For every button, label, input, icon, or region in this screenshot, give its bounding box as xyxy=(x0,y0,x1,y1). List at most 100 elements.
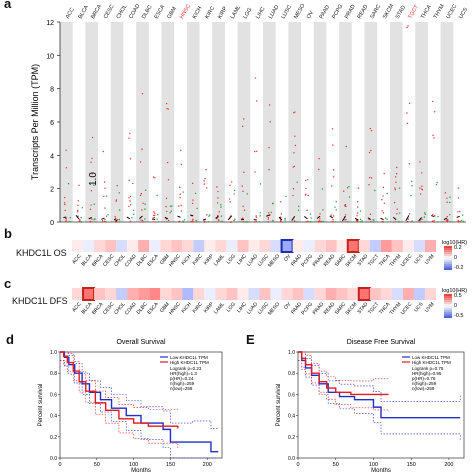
tumor-point xyxy=(64,203,66,206)
y-tick-label: 10 xyxy=(46,53,54,60)
tumor-point xyxy=(90,190,93,192)
heat-col-label: UCEC xyxy=(400,253,414,268)
tumor-point xyxy=(217,214,219,217)
tumor-point xyxy=(242,190,244,193)
tumor-point xyxy=(396,208,398,211)
tumor-point xyxy=(142,202,144,204)
tumor-point xyxy=(357,187,360,189)
heat-cell xyxy=(369,288,381,300)
cancer-label: UCS xyxy=(458,7,469,20)
tumor-point xyxy=(78,184,80,187)
heat-cell xyxy=(237,288,249,300)
median-bar xyxy=(304,216,308,220)
tumor-point xyxy=(178,220,180,223)
tumor-point xyxy=(408,102,411,105)
heat-cell xyxy=(325,240,337,252)
heat-cell xyxy=(336,288,348,300)
tumor-point xyxy=(153,214,155,217)
tumor-point xyxy=(191,202,194,205)
normal-point xyxy=(423,212,426,214)
heat-col-label: COAD xyxy=(124,301,138,316)
tumor-point xyxy=(166,161,169,164)
normal-point xyxy=(284,221,286,223)
stripe-band xyxy=(263,22,276,222)
heat-col-label: UCEC xyxy=(400,301,414,316)
tumor-point xyxy=(77,211,79,213)
heat-cell xyxy=(346,239,360,253)
tumor-point xyxy=(332,169,335,171)
median-bar xyxy=(190,214,194,217)
tumor-point xyxy=(305,179,307,182)
heat-col-label: COAD xyxy=(124,253,138,268)
cancer-label: THCA xyxy=(420,4,433,20)
heat-cell xyxy=(248,240,260,252)
tumor-point xyxy=(407,25,409,27)
median-bar xyxy=(164,216,169,220)
normal-point xyxy=(132,182,134,185)
tumor-point xyxy=(217,190,219,193)
legend-swatch xyxy=(444,262,452,264)
legend-swatch xyxy=(444,268,452,270)
tumor-point xyxy=(77,204,79,206)
normal-point xyxy=(195,219,197,222)
tumor-point xyxy=(203,221,206,223)
legend-swatch xyxy=(444,308,452,310)
normal-point xyxy=(93,184,95,186)
heat-cell xyxy=(357,287,371,301)
normal-point xyxy=(194,192,197,195)
heat-cell xyxy=(248,288,260,300)
tumor-point xyxy=(218,211,220,213)
tumor-point xyxy=(382,186,385,189)
median-bar xyxy=(354,217,359,221)
legend-swatch xyxy=(444,260,452,262)
legend-label: Low KHDC1L TPM xyxy=(170,355,208,360)
normal-point xyxy=(245,221,247,223)
normal-point xyxy=(450,221,452,223)
normal-point xyxy=(372,221,375,223)
tumor-point xyxy=(280,213,283,215)
tumor-point xyxy=(447,220,449,222)
heat-cell xyxy=(270,240,282,252)
heat-cell xyxy=(303,288,315,300)
tumor-point xyxy=(91,157,93,160)
heat-col-label: KIRC xyxy=(192,301,205,314)
cancer-label: BLCA xyxy=(78,4,91,20)
tumor-point xyxy=(178,186,181,189)
median-bar xyxy=(380,217,384,221)
y-tick-label: 8 xyxy=(50,87,54,94)
tumor-point xyxy=(91,173,93,175)
normal-point xyxy=(156,194,158,197)
stat-text: HR(high)=0.95 xyxy=(412,371,442,376)
tumor-point xyxy=(129,220,132,223)
normal-point xyxy=(259,183,262,185)
tumor-point xyxy=(432,100,434,103)
tumor-point xyxy=(331,185,333,187)
cancer-label: HNSC xyxy=(179,3,192,20)
legend-swatch xyxy=(444,252,452,254)
y-tick-label: 0 xyxy=(50,220,54,227)
legend-swatch xyxy=(444,312,452,314)
legend-swatch xyxy=(444,250,452,252)
tumor-point xyxy=(191,220,194,222)
normal-point xyxy=(220,215,223,217)
normal-point xyxy=(169,211,171,214)
x-axis-label: Months xyxy=(131,468,151,474)
normal-point xyxy=(144,208,146,210)
normal-point xyxy=(334,221,337,223)
stripe-band xyxy=(415,22,428,222)
tumor-point xyxy=(382,195,384,197)
stripe-band xyxy=(212,22,225,222)
median-bar xyxy=(278,216,283,221)
cancer-label: OV xyxy=(306,10,315,20)
tumor-point xyxy=(318,221,321,223)
tumor-point xyxy=(141,148,143,150)
tumor-point xyxy=(179,193,181,195)
normal-point xyxy=(398,187,401,189)
heat-cell xyxy=(292,240,304,252)
x-tick-label: 150 xyxy=(166,462,175,468)
tumor-point xyxy=(165,205,167,208)
median-bar xyxy=(227,215,232,221)
tumor-point xyxy=(294,144,297,147)
